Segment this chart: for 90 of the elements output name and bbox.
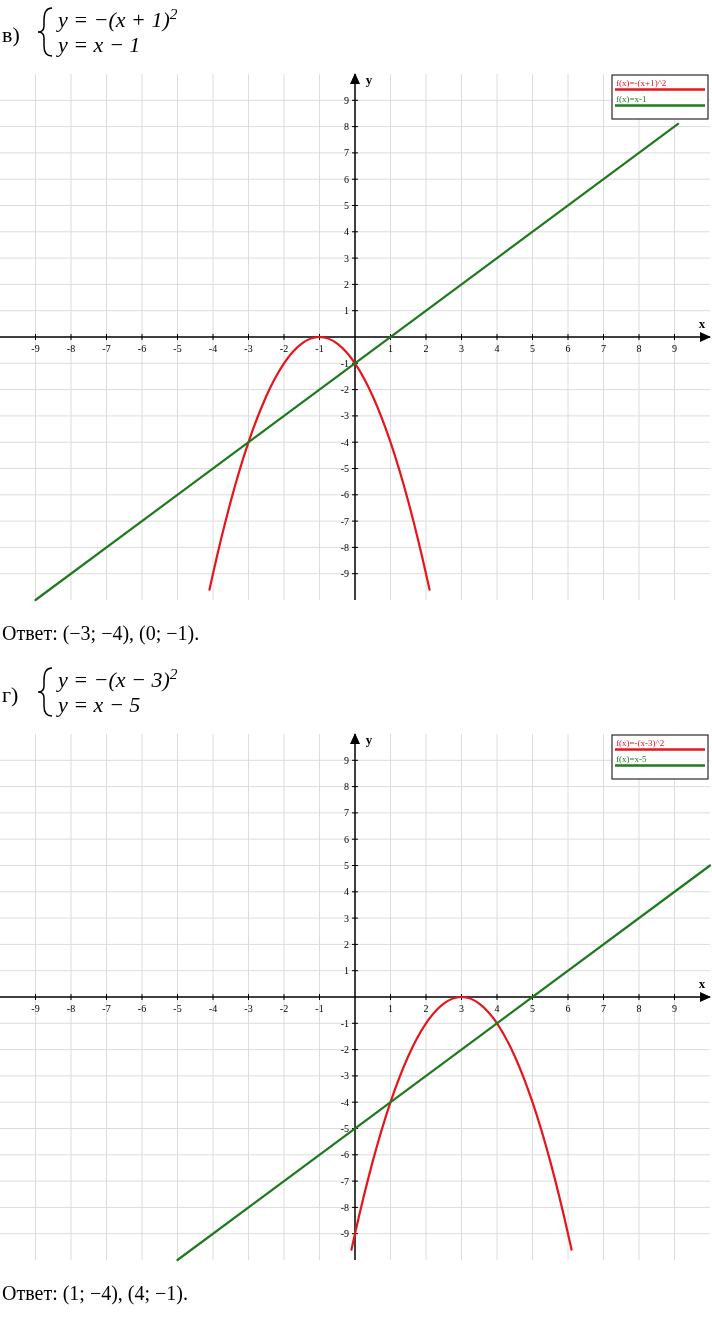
y-tick-label: 7 (344, 147, 349, 159)
y-tick-label: -5 (340, 463, 349, 474)
y-tick-label: 9 (344, 94, 349, 106)
y-tick-label: -7 (340, 1175, 349, 1187)
x-tick-label: -6 (137, 343, 147, 354)
x-tick-label: -2 (279, 343, 289, 354)
y-tick-label: 3 (344, 912, 349, 924)
text: Ответ: (−3; −4), (0; −1). (2, 622, 200, 645)
y-tick-label: -7 (340, 515, 349, 527)
y-tick-label: 6 (344, 833, 349, 845)
y-tick-label: -1 (340, 357, 349, 369)
x-tick-label: 8 (636, 343, 642, 354)
y-tick-label: -6 (340, 489, 349, 501)
y-tick-label: -2 (340, 1044, 349, 1056)
x-tick-label: -5 (173, 1003, 182, 1014)
y-tick-label: 9 (344, 754, 349, 766)
text: y = −(x − 3)$^{2}$ (56, 664, 178, 692)
x-tick-label: -7 (102, 1003, 111, 1014)
y-tick-label: 4 (344, 886, 349, 898)
text: f(x)=-(x+1)^2 (616, 78, 667, 88)
x-tick-label: 4 (494, 343, 500, 354)
y-tick-label: -1 (340, 1017, 349, 1029)
y-tick-label: -2 (340, 384, 349, 396)
y-tick-label: 1 (344, 965, 349, 977)
y-tick-label: 3 (344, 252, 349, 264)
text: y = x − 5 (56, 692, 141, 717)
y-tick-label: 2 (344, 278, 349, 290)
x-tick-label: -9 (31, 343, 40, 354)
x-tick-label: 9 (672, 1003, 677, 1014)
x-tick-label: 3 (459, 343, 464, 354)
x-axis-title: x (698, 976, 706, 991)
y-tick-label: -8 (340, 541, 349, 553)
y-tick-label: -4 (340, 436, 349, 448)
y-tick-label: -5 (340, 1123, 349, 1134)
line-series (208, 335, 431, 591)
x-tick-label: 6 (565, 1003, 571, 1014)
y-tick-label: 8 (344, 121, 349, 133)
x-tick-label: 1 (388, 1003, 393, 1014)
text: Ответ: (1; −4), (4; −1). (2, 1282, 188, 1305)
text: f(x)=-(x-3)^2 (616, 738, 665, 748)
x-tick-label: 8 (636, 1003, 642, 1014)
chart-title: в) (2, 22, 20, 47)
x-tick-label: -5 (173, 343, 182, 354)
x-tick-label: -8 (66, 1003, 76, 1014)
x-tick-label: 2 (423, 1003, 429, 1014)
x-tick-label: -9 (31, 1003, 40, 1014)
y-tick-label: -9 (340, 1228, 349, 1240)
x-tick-label: 5 (530, 1003, 535, 1014)
y-tick-label: 7 (344, 807, 349, 819)
x-tick-label: -3 (244, 343, 253, 354)
line-series (350, 995, 573, 1251)
x-tick-label: -4 (208, 343, 218, 354)
x-tick-label: 5 (530, 343, 535, 354)
y-tick-label: -4 (340, 1096, 349, 1108)
x-tick-label: -3 (244, 1003, 253, 1014)
y-tick-label: 1 (344, 305, 349, 317)
x-axis-title: x (698, 316, 706, 331)
x-tick-label: -7 (102, 343, 111, 354)
text: f(x)=x-5 (616, 754, 648, 764)
y-axis-title: y (365, 72, 373, 87)
y-tick-label: 5 (344, 200, 349, 211)
x-tick-label: 2 (423, 343, 429, 354)
y-axis-title: y (365, 732, 373, 747)
y-tick-label: 2 (344, 938, 349, 950)
y-tick-label: 6 (344, 173, 349, 185)
text: y = x − 1 (56, 32, 141, 57)
x-tick-label: 6 (565, 343, 571, 354)
x-tick-label: -2 (279, 1003, 289, 1014)
y-tick-label: -9 (340, 568, 349, 580)
x-tick-label: 1 (388, 343, 393, 354)
x-tick-label: -4 (208, 1003, 218, 1014)
x-tick-label: 7 (601, 1003, 606, 1014)
y-tick-label: -3 (340, 410, 349, 422)
x-tick-label: -8 (66, 343, 76, 354)
x-tick-label: 3 (459, 1003, 464, 1014)
y-tick-label: 5 (344, 860, 349, 871)
x-tick-label: -1 (315, 343, 324, 354)
text: y = −(x + 1)$^{2}$ (56, 4, 178, 32)
x-tick-label: 4 (494, 1003, 500, 1014)
chart-title: г) (2, 682, 19, 707)
y-tick-label: -8 (340, 1201, 349, 1213)
y-tick-label: 4 (344, 226, 349, 238)
x-tick-label: 7 (601, 343, 606, 354)
text: f(x)=x-1 (616, 94, 647, 104)
y-tick-label: -3 (340, 1070, 349, 1082)
y-tick-label: 8 (344, 781, 349, 793)
x-tick-label: 9 (672, 343, 677, 354)
x-tick-label: -6 (137, 1003, 147, 1014)
y-tick-label: -6 (340, 1149, 349, 1161)
x-tick-label: -1 (315, 1003, 324, 1014)
